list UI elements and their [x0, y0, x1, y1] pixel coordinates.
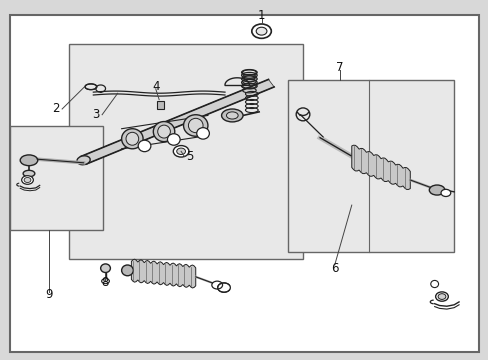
Ellipse shape: [20, 155, 38, 166]
Ellipse shape: [23, 170, 35, 177]
Text: 9: 9: [45, 288, 53, 301]
Bar: [10, 126, 103, 230]
Ellipse shape: [437, 294, 445, 300]
Ellipse shape: [440, 189, 450, 197]
Bar: [69, 44, 303, 259]
Bar: [288, 80, 453, 252]
Text: 1: 1: [257, 9, 265, 22]
Ellipse shape: [430, 280, 438, 288]
Text: 6: 6: [330, 262, 338, 275]
Ellipse shape: [188, 118, 203, 133]
Ellipse shape: [435, 292, 447, 301]
Ellipse shape: [153, 122, 174, 141]
Ellipse shape: [256, 27, 266, 35]
Ellipse shape: [126, 132, 139, 145]
Text: 7: 7: [336, 60, 343, 73]
Ellipse shape: [211, 281, 222, 289]
Polygon shape: [131, 259, 195, 288]
Ellipse shape: [221, 109, 243, 122]
Ellipse shape: [122, 129, 143, 149]
Ellipse shape: [77, 156, 90, 165]
Text: 3: 3: [92, 108, 99, 121]
Ellipse shape: [138, 140, 151, 152]
Ellipse shape: [167, 134, 180, 145]
Ellipse shape: [428, 185, 444, 195]
Ellipse shape: [183, 115, 207, 136]
Ellipse shape: [158, 125, 170, 138]
Ellipse shape: [101, 264, 110, 273]
Ellipse shape: [176, 148, 185, 154]
Text: 5: 5: [185, 150, 193, 163]
Text: 2: 2: [52, 103, 60, 116]
Ellipse shape: [251, 24, 271, 39]
Ellipse shape: [102, 279, 109, 284]
Ellipse shape: [226, 112, 238, 119]
Polygon shape: [81, 80, 274, 164]
Text: 4: 4: [152, 80, 159, 93]
Ellipse shape: [173, 145, 188, 157]
Text: 8: 8: [101, 276, 108, 289]
Bar: [157, 101, 163, 109]
Ellipse shape: [21, 176, 33, 184]
Ellipse shape: [122, 265, 133, 276]
Polygon shape: [351, 145, 409, 189]
Ellipse shape: [196, 128, 209, 139]
Ellipse shape: [24, 177, 31, 183]
